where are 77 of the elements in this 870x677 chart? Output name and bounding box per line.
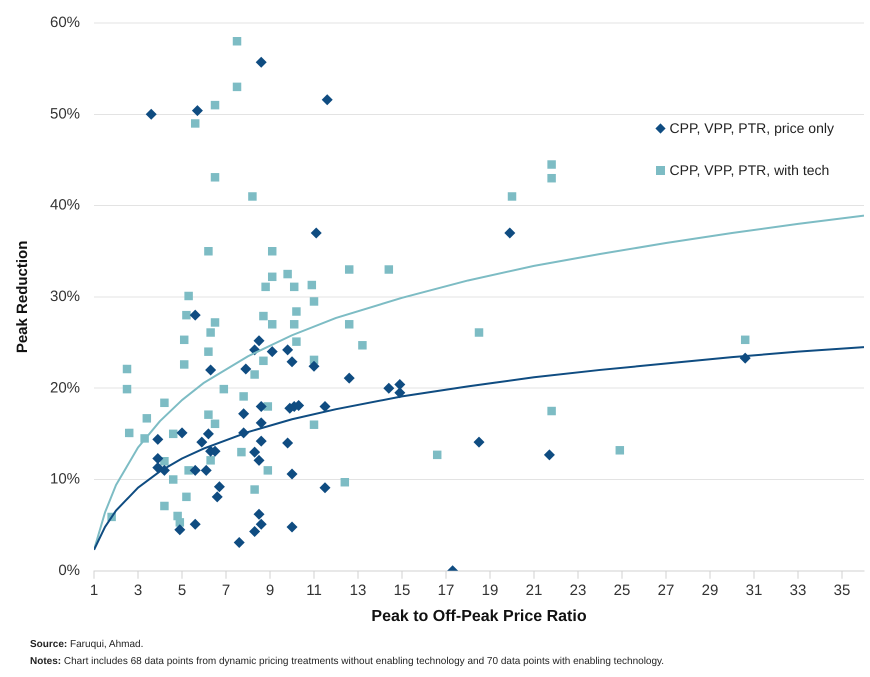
point [254, 454, 265, 466]
y-axis-title: Peak Reduction [14, 240, 32, 354]
point [394, 379, 406, 390]
point [282, 437, 294, 448]
y-tick-label: 10% [50, 470, 80, 488]
x-tick-label: 13 [350, 582, 366, 599]
x-tick-label: 17 [438, 582, 454, 599]
x-tick-label: 35 [834, 582, 850, 599]
x-axis-title: Peak to Off-Peak Price Ratio [371, 608, 587, 625]
point [196, 436, 208, 448]
point [174, 524, 186, 536]
x-tick-label: 11 [306, 582, 322, 599]
point [286, 521, 298, 532]
x-tick-label: 33 [790, 582, 806, 599]
point [249, 446, 260, 458]
point [212, 491, 223, 502]
x-tick-label: 5 [178, 582, 186, 599]
point [190, 310, 201, 321]
point [286, 468, 298, 480]
point [282, 344, 294, 356]
point [146, 108, 157, 120]
point [256, 56, 267, 68]
x-tick-label: 25 [614, 582, 630, 599]
legend-label: CPP, VPP, PTR, price only [670, 120, 834, 136]
y-tick-label: 50% [50, 105, 80, 122]
y-tick-label: 20% [50, 379, 80, 396]
x-tick-label: 23 [570, 582, 586, 599]
point [152, 453, 164, 464]
point [192, 105, 203, 116]
x-tick-label: 27 [658, 582, 674, 599]
point [320, 482, 331, 494]
y-tick-label: 30% [50, 288, 80, 306]
x-tick-label: 21 [526, 582, 542, 599]
x-tick-label: 31 [746, 582, 762, 599]
point [152, 434, 164, 445]
x-tick-label: 29 [702, 582, 718, 599]
point [240, 364, 252, 375]
point [200, 464, 212, 476]
source-note: Source: Faruqui, Ahmad. [30, 638, 144, 652]
point [234, 536, 245, 548]
y-tick-label: 60% [50, 14, 80, 32]
point [544, 449, 555, 460]
point [238, 408, 250, 420]
point [176, 427, 188, 438]
point [474, 436, 485, 448]
point [286, 356, 298, 368]
x-tick-label: 15 [394, 582, 410, 599]
point [320, 400, 331, 412]
point [256, 518, 267, 530]
point [308, 360, 320, 372]
point [254, 508, 265, 520]
text: Notes: Chart includes 68 data points from dynamic pricing treatments without enabling technology and 70 data points with enabling technology. [30, 655, 664, 669]
legend-label: CPP, VPP, PTR, with tech [670, 162, 830, 178]
point [322, 94, 333, 106]
y-tick-label: 0% [58, 562, 80, 579]
point [202, 428, 214, 440]
point [256, 417, 267, 428]
point [383, 382, 394, 394]
point [504, 227, 516, 238]
point [214, 481, 225, 492]
point [249, 526, 260, 538]
point [256, 400, 267, 412]
point [205, 364, 216, 376]
x-tick-label: 7 [222, 582, 230, 599]
point [256, 436, 267, 447]
x-tick-label: 19 [482, 582, 498, 599]
point [190, 518, 201, 530]
x-tick-label: 1 [90, 582, 98, 599]
point [310, 227, 322, 238]
point [190, 464, 201, 476]
point [394, 387, 406, 398]
x-tick-label: 3 [134, 582, 142, 599]
y-tick-label: 40% [50, 196, 80, 214]
x-tick-label: 9 [266, 582, 274, 599]
point [266, 346, 278, 358]
point [344, 372, 355, 384]
point [254, 335, 265, 346]
